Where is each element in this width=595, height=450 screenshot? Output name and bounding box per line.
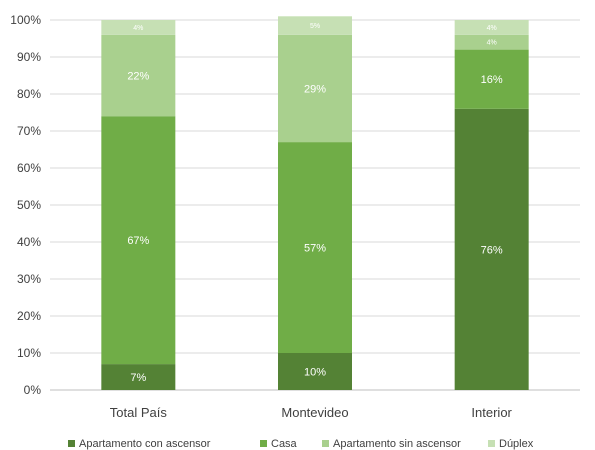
y-tick-label: 40% — [17, 235, 41, 249]
legend-swatch — [322, 440, 329, 447]
bar-segment — [101, 20, 176, 35]
y-tick-label: 100% — [10, 13, 41, 27]
y-tick-label: 80% — [17, 87, 41, 101]
data-label: 10% — [304, 367, 326, 379]
data-label: 29% — [304, 83, 326, 95]
bar-segment — [454, 108, 529, 391]
bar-segment — [454, 20, 529, 35]
data-label: 4% — [487, 40, 497, 47]
legend-swatch — [68, 440, 75, 447]
y-tick-label: 20% — [17, 309, 41, 323]
legend-label: Apartamento con ascensor — [79, 438, 211, 450]
bar-segment — [278, 353, 352, 390]
data-label: 57% — [304, 243, 326, 255]
bar-segment — [454, 49, 529, 109]
legend-label: Dúplex — [499, 438, 534, 450]
legend-label: Apartamento sin ascensor — [333, 438, 461, 450]
data-label: 16% — [481, 74, 503, 86]
legend-swatch — [260, 440, 267, 447]
x-axis-categories: Total País Montevideo Interior — [110, 405, 513, 420]
bar-segment — [101, 116, 176, 365]
bar-segment — [454, 34, 529, 50]
x-category-label: Total País — [110, 405, 168, 420]
bars — [101, 16, 529, 391]
y-tick-label: 0% — [24, 383, 42, 397]
data-label: 4% — [133, 25, 143, 32]
data-label: 76% — [481, 244, 503, 256]
y-tick-label: 30% — [17, 272, 41, 286]
data-label: 7% — [130, 372, 146, 384]
bar-segment — [278, 34, 352, 143]
y-tick-label: 10% — [17, 346, 41, 360]
y-tick-label: 70% — [17, 124, 41, 138]
bar-segment — [278, 142, 352, 353]
x-category-label: Interior — [471, 405, 512, 420]
data-label: 22% — [127, 71, 149, 83]
x-category-label: Montevideo — [281, 405, 348, 420]
legend-swatch — [488, 440, 495, 447]
bar-segment — [101, 34, 176, 117]
bar-segment — [278, 16, 352, 35]
data-labels: 7% 67% 22% 4% 10% 57% 29% 5% 76% 16% 4% 4% — [127, 23, 503, 384]
y-tick-label: 60% — [17, 161, 41, 175]
legend: Apartamento con ascensor Casa Apartamento … — [68, 438, 534, 450]
bar-segment — [101, 364, 176, 390]
y-tick-label: 50% — [17, 198, 41, 212]
data-label: 67% — [127, 235, 149, 247]
legend-label: Casa — [271, 438, 298, 450]
data-label: 4% — [487, 25, 497, 32]
data-label: 5% — [310, 23, 320, 30]
y-axis-ticks: 0% 10% 20% 30% 40% 50% 60% 70% 80% 90% 100% — [10, 13, 41, 397]
y-tick-label: 90% — [17, 50, 41, 64]
